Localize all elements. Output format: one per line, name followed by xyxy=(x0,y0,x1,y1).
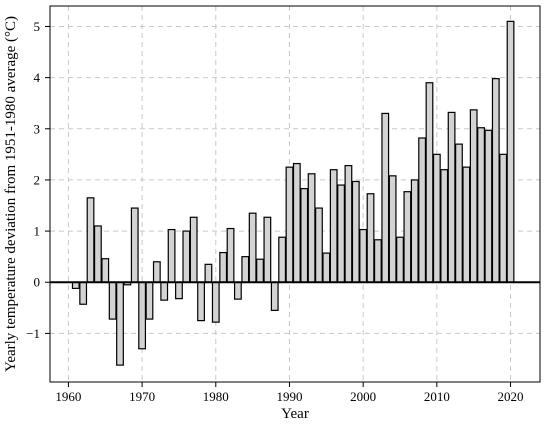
bar-2017 xyxy=(484,129,493,283)
bar-1982 xyxy=(226,227,235,283)
bar-1966 xyxy=(108,281,117,320)
bar-1986 xyxy=(256,258,264,283)
bar-1984 xyxy=(241,256,250,283)
y-tick-label: 0 xyxy=(34,275,41,290)
bar-2012 xyxy=(447,111,456,283)
bar-2005 xyxy=(396,236,404,283)
bar-1973 xyxy=(160,281,169,301)
bar-2001 xyxy=(366,193,375,283)
bar-1980 xyxy=(211,281,220,323)
bar-2018 xyxy=(491,78,500,283)
x-tick-label: 1960 xyxy=(55,389,81,404)
bars xyxy=(71,20,515,366)
y-tick-label: 4 xyxy=(34,70,41,85)
plot-frame xyxy=(49,5,541,383)
bar-2000 xyxy=(359,228,368,283)
bar-1985 xyxy=(248,212,257,283)
y-tick-label: 2 xyxy=(34,172,41,187)
bar-1975 xyxy=(175,281,183,300)
bar-1977 xyxy=(189,216,198,283)
bar-2009 xyxy=(425,82,434,283)
bar-1969 xyxy=(130,207,139,283)
bar-1997 xyxy=(337,184,345,283)
bar-1992 xyxy=(300,188,309,283)
y-tick-label: 3 xyxy=(34,121,41,136)
y-tick-label: 1 xyxy=(34,224,41,239)
bar-1991 xyxy=(292,162,301,283)
bar-2007 xyxy=(410,179,419,283)
bar-2013 xyxy=(455,143,463,283)
y-tick-label: 5 xyxy=(34,19,41,34)
bar-1962 xyxy=(79,281,88,305)
y-tick-label: −1 xyxy=(26,326,40,341)
bar-1994 xyxy=(315,207,323,283)
bar-2014 xyxy=(462,166,471,283)
bar-2011 xyxy=(440,169,449,283)
x-tick-label: 2020 xyxy=(498,389,524,404)
bar-2002 xyxy=(373,239,382,283)
bar-1981 xyxy=(219,251,228,283)
bar-2004 xyxy=(388,175,397,283)
bar-1971 xyxy=(145,281,154,320)
axis-ticks: 1960 1970 1980 1990 2000 2010 2020 −1 0 1 2 3 4 5 xyxy=(26,19,523,404)
bar-2015 xyxy=(469,109,478,283)
bar-1976 xyxy=(182,230,191,283)
bar-2006 xyxy=(403,191,412,283)
bar-1995 xyxy=(322,252,331,283)
bar-1979 xyxy=(204,263,213,283)
x-tick-label: 2000 xyxy=(350,389,376,404)
bar-1965 xyxy=(101,258,110,283)
bar-1974 xyxy=(167,228,176,283)
x-axis-label: Year xyxy=(281,406,309,422)
bar-1972 xyxy=(152,261,161,283)
bar-1989 xyxy=(278,236,287,283)
bar-2019 xyxy=(499,153,508,283)
bar-2003 xyxy=(381,112,390,283)
bar-1993 xyxy=(307,173,316,283)
bar-1999 xyxy=(351,180,360,283)
bar-1987 xyxy=(263,216,272,283)
bar-1988 xyxy=(270,281,279,311)
bar-2016 xyxy=(477,127,485,283)
x-tick-label: 1980 xyxy=(203,389,229,404)
x-tick-label: 2010 xyxy=(424,389,450,404)
bar-1970 xyxy=(138,281,147,350)
x-tick-label: 1970 xyxy=(129,389,155,404)
bar-1996 xyxy=(329,169,338,283)
bar-2008 xyxy=(418,137,427,283)
bar-1964 xyxy=(93,225,102,283)
bar-1983 xyxy=(233,281,242,300)
bar-1978 xyxy=(197,281,205,322)
bar-1998 xyxy=(344,165,353,283)
bar-1967 xyxy=(116,281,124,366)
y-axis-label: Yearly temperature deviation from 1951-1… xyxy=(3,16,19,372)
x-tick-label: 1990 xyxy=(276,389,302,404)
bar-2010 xyxy=(432,153,441,283)
bar-1963 xyxy=(86,197,95,283)
bar-1990 xyxy=(285,166,294,283)
bar-2020 xyxy=(506,20,515,283)
